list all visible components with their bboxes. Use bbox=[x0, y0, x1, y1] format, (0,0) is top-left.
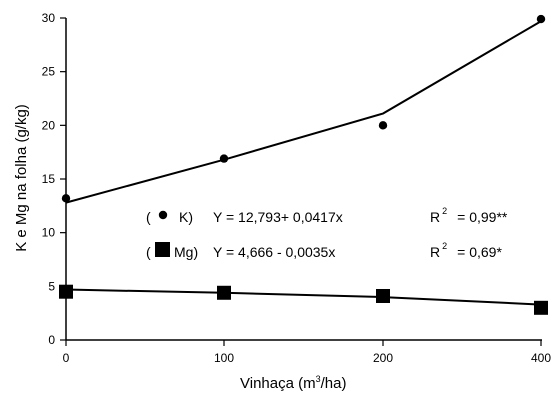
y-tick-label: 25 bbox=[42, 65, 56, 79]
fit-line-mg bbox=[65, 288, 542, 306]
x-tick-label: 100 bbox=[214, 351, 234, 365]
legend-mg-r2: R 2 = 0,69* bbox=[430, 241, 502, 260]
svg-text:Mg): Mg) bbox=[174, 244, 198, 260]
y-axis-label: K e Mg na folha (g/kg) bbox=[13, 104, 30, 252]
svg-text:(: ( bbox=[146, 209, 151, 225]
legend-k-equation: Y = 12,793+ 0,0417x bbox=[213, 209, 343, 225]
x-ticks: 0 100 200 400 bbox=[63, 340, 551, 365]
legend-mg-equation: Y = 4,666 - 0,0035x bbox=[213, 244, 335, 260]
x-tick-label: 0 bbox=[63, 351, 70, 365]
fit-line-k bbox=[65, 20, 542, 204]
point-mg bbox=[534, 300, 548, 315]
point-mg bbox=[217, 285, 231, 300]
point-mg bbox=[376, 288, 390, 303]
fit-lines bbox=[65, 20, 542, 306]
point-k bbox=[219, 154, 229, 163]
point-k bbox=[536, 14, 546, 24]
legend-k: ( K) Y = 12,793+ 0,0417x R 2 = 0,99** bbox=[146, 206, 508, 225]
x-tick-label: 200 bbox=[373, 351, 393, 365]
legend-k-r2: R 2 = 0,99** bbox=[430, 206, 508, 225]
x-tick-label: 400 bbox=[531, 351, 551, 365]
y-tick-label: 30 bbox=[42, 11, 56, 25]
x-axis-label: Vinhaça (m3/ha) bbox=[240, 374, 346, 392]
y-tick-label: 15 bbox=[42, 172, 56, 186]
point-mg bbox=[59, 284, 73, 299]
legend-mg: ( Mg) Y = 4,666 - 0,0035x R 2 = 0,69* bbox=[146, 241, 502, 260]
legend-mg-marker bbox=[155, 242, 170, 257]
svg-text:K): K) bbox=[179, 209, 193, 225]
markers bbox=[59, 14, 548, 315]
point-k bbox=[378, 121, 388, 130]
y-tick-label: 20 bbox=[42, 118, 56, 132]
y-tick-label: 0 bbox=[48, 333, 55, 347]
point-k bbox=[61, 194, 71, 203]
legend-k-marker bbox=[158, 210, 168, 220]
y-tick-label: 10 bbox=[42, 226, 56, 240]
y-ticks: 0 5 10 15 20 25 30 bbox=[42, 11, 66, 347]
svg-text:(: ( bbox=[146, 244, 151, 260]
y-tick-label: 5 bbox=[48, 279, 55, 293]
